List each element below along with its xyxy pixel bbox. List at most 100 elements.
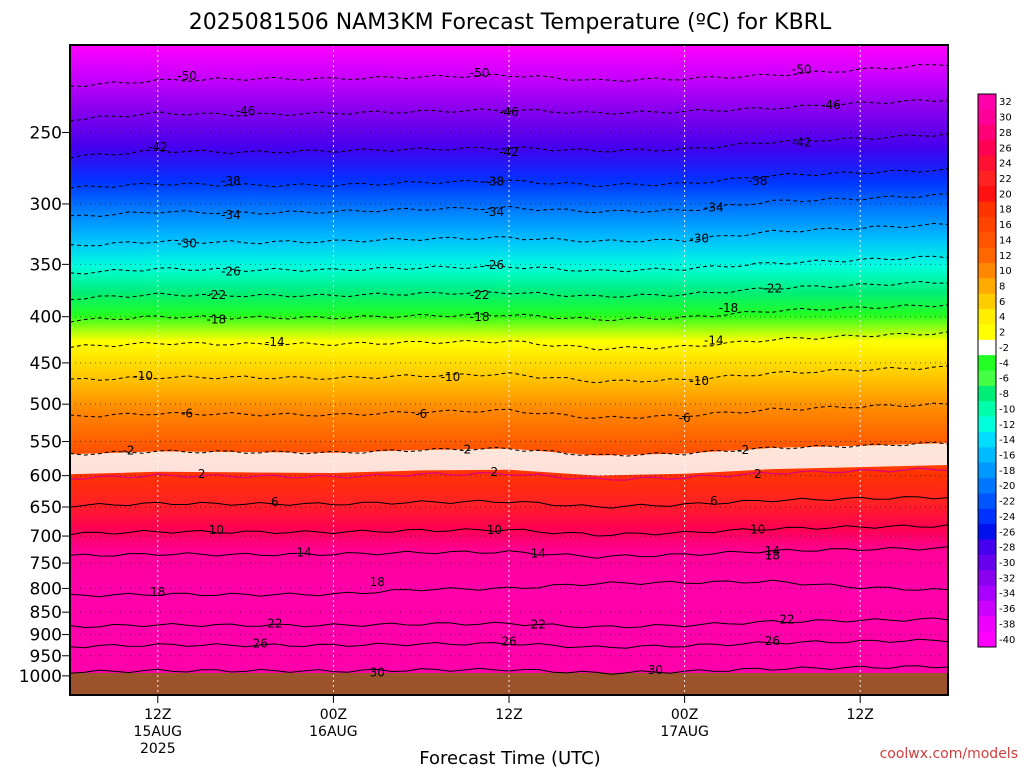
isotherm-label--50-2: -50	[792, 62, 812, 76]
colorbar-label--20: -20	[999, 481, 1015, 492]
isotherm-label--2-0: -2	[123, 443, 135, 457]
colorbar-swatch--8	[978, 385, 996, 402]
colorbar-swatch--16	[978, 447, 996, 464]
y-tick-label-800: 800	[30, 579, 62, 599]
isotherm-18	[70, 579, 948, 598]
isotherm-label-10-2: 10	[750, 522, 765, 536]
isotherm-label-30-0: 30	[370, 666, 385, 680]
colorbar-label--4: -4	[999, 358, 1009, 369]
y-tick-label-650: 650	[30, 498, 62, 518]
isotherm--10	[70, 365, 948, 384]
colorbar-swatch--28	[978, 539, 996, 556]
isotherm-label-26-0: 26	[253, 636, 268, 650]
x-tick-label-1-1: 16AUG	[309, 724, 358, 740]
colorbar-swatch-12	[978, 247, 996, 264]
isotherm-label-14-2: 14	[765, 544, 780, 558]
isotherm-26	[70, 638, 948, 649]
isotherm-30	[70, 665, 948, 675]
colorbar-swatch-16	[978, 216, 996, 233]
isotherm-label-18-0: 18	[150, 585, 165, 599]
y-tick-label-600: 600	[30, 467, 62, 487]
colorbar-swatch--40	[978, 631, 996, 648]
colorbar-label-22: 22	[999, 174, 1012, 185]
isotherm--14	[70, 331, 948, 351]
isotherm-label--30-0: -30	[177, 237, 197, 251]
isotherm-6	[70, 496, 948, 509]
colorbar-swatch-6	[978, 293, 996, 310]
colorbar-swatch-30	[978, 109, 996, 126]
colorbar-label-12: 12	[999, 251, 1012, 262]
x-tick-label-3-1: 17AUG	[660, 724, 709, 740]
colorbar-swatch--18	[978, 462, 996, 479]
y-tick-label-350: 350	[30, 255, 62, 275]
colorbar-label-16: 16	[999, 220, 1012, 231]
colorbar-label--34: -34	[999, 589, 1015, 600]
colorbar-swatch-4	[978, 309, 996, 325]
colorbar-label-30: 30	[999, 113, 1012, 124]
isotherm-10	[70, 524, 948, 537]
isotherm-label-6-0: 6	[271, 495, 279, 509]
colorbar-label--38: -38	[999, 619, 1015, 630]
isotherm-label--34-0: -34	[221, 208, 241, 222]
isotherm-22	[70, 617, 948, 629]
isotherm-label-14-0: 14	[296, 545, 311, 559]
y-tick-label-900: 900	[30, 626, 62, 646]
pressure-axis: 250 300 350 400 450 500 550 600 650 700 750 800 850 9…	[19, 123, 70, 687]
isotherm-label--18-0: -18	[207, 312, 227, 326]
isotherm-label-6-1: 6	[710, 494, 718, 508]
x-tick-label-0-1: 15AUG	[134, 724, 183, 740]
colorbar-label--10: -10	[999, 404, 1015, 415]
isotherm-label--34-1: -34	[485, 205, 505, 219]
isotherm-label-10-1: 10	[487, 523, 502, 537]
colorbar-swatch--10	[978, 401, 996, 418]
isotherm-label--2-2: -2	[737, 443, 749, 457]
isotherm-label-22-0: 22	[267, 616, 282, 630]
colorbar-label--18: -18	[999, 466, 1015, 477]
colorbar-swatch--24	[978, 508, 996, 525]
isotherm-label-2-2: 2	[754, 467, 762, 481]
isotherm-label-2-0: 2	[198, 467, 206, 481]
y-tick-label-750: 750	[30, 554, 62, 574]
isotherm-label--46-1: -46	[499, 105, 519, 119]
isotherm-label--42-2: -42	[792, 136, 812, 150]
colorbar-label-14: 14	[999, 235, 1012, 246]
y-tick-label-550: 550	[30, 433, 62, 453]
x-tick-label-2-0: 12Z	[495, 707, 522, 723]
colorbar-swatch--26	[978, 524, 996, 540]
colorbar-swatch-24	[978, 155, 996, 172]
colorbar-label-10: 10	[999, 266, 1012, 277]
colorbar-swatch-2	[978, 324, 996, 341]
isotherm--6	[70, 402, 948, 419]
isotherm-label-14-1: 14	[531, 547, 546, 561]
x-tick-label-0-2: 2025	[140, 741, 176, 757]
isotherm-label--26-0: -26	[221, 265, 241, 279]
colorbar-label--2: -2	[999, 343, 1009, 354]
isotherm-label--50-1: -50	[470, 66, 490, 80]
isotherm-label--22-2: -22	[763, 281, 783, 295]
credit-text: coolwx.com/models	[880, 746, 1018, 762]
colorbar-label--12: -12	[999, 420, 1015, 431]
field-overlay	[70, 443, 948, 476]
x-tick-label-1-0: 00Z	[320, 707, 347, 723]
isotherm-label-22-2: 22	[779, 613, 794, 627]
isotherm--46	[70, 99, 948, 122]
isotherm-label--46-2: -46	[821, 98, 841, 112]
colorbar-swatch-32	[978, 94, 996, 110]
colorbar-label--32: -32	[999, 573, 1015, 584]
colorbar-label-28: 28	[999, 128, 1012, 139]
isotherm--50	[70, 64, 948, 88]
isotherm-label-22-1: 22	[531, 618, 546, 632]
isotherm--30	[70, 222, 948, 247]
colorbar-swatch-22	[978, 170, 996, 187]
colorbar-label--22: -22	[999, 497, 1015, 508]
isotherm-labels: -50 -50 -50 -46 -46 -46 -42 -42 -42 -38 -38 -38 -34 -…	[123, 62, 841, 679]
x-tick-label-3-0: 00Z	[671, 707, 698, 723]
isotherm-label-30-1: 30	[648, 663, 663, 677]
colorbar-label-26: 26	[999, 143, 1012, 154]
y-tick-label-400: 400	[30, 308, 62, 328]
isotherm--38	[70, 167, 948, 189]
isotherm-label-26-2: 26	[765, 634, 780, 648]
isotherm-label-26-1: 26	[501, 635, 516, 649]
y-tick-label-950: 950	[30, 647, 62, 667]
